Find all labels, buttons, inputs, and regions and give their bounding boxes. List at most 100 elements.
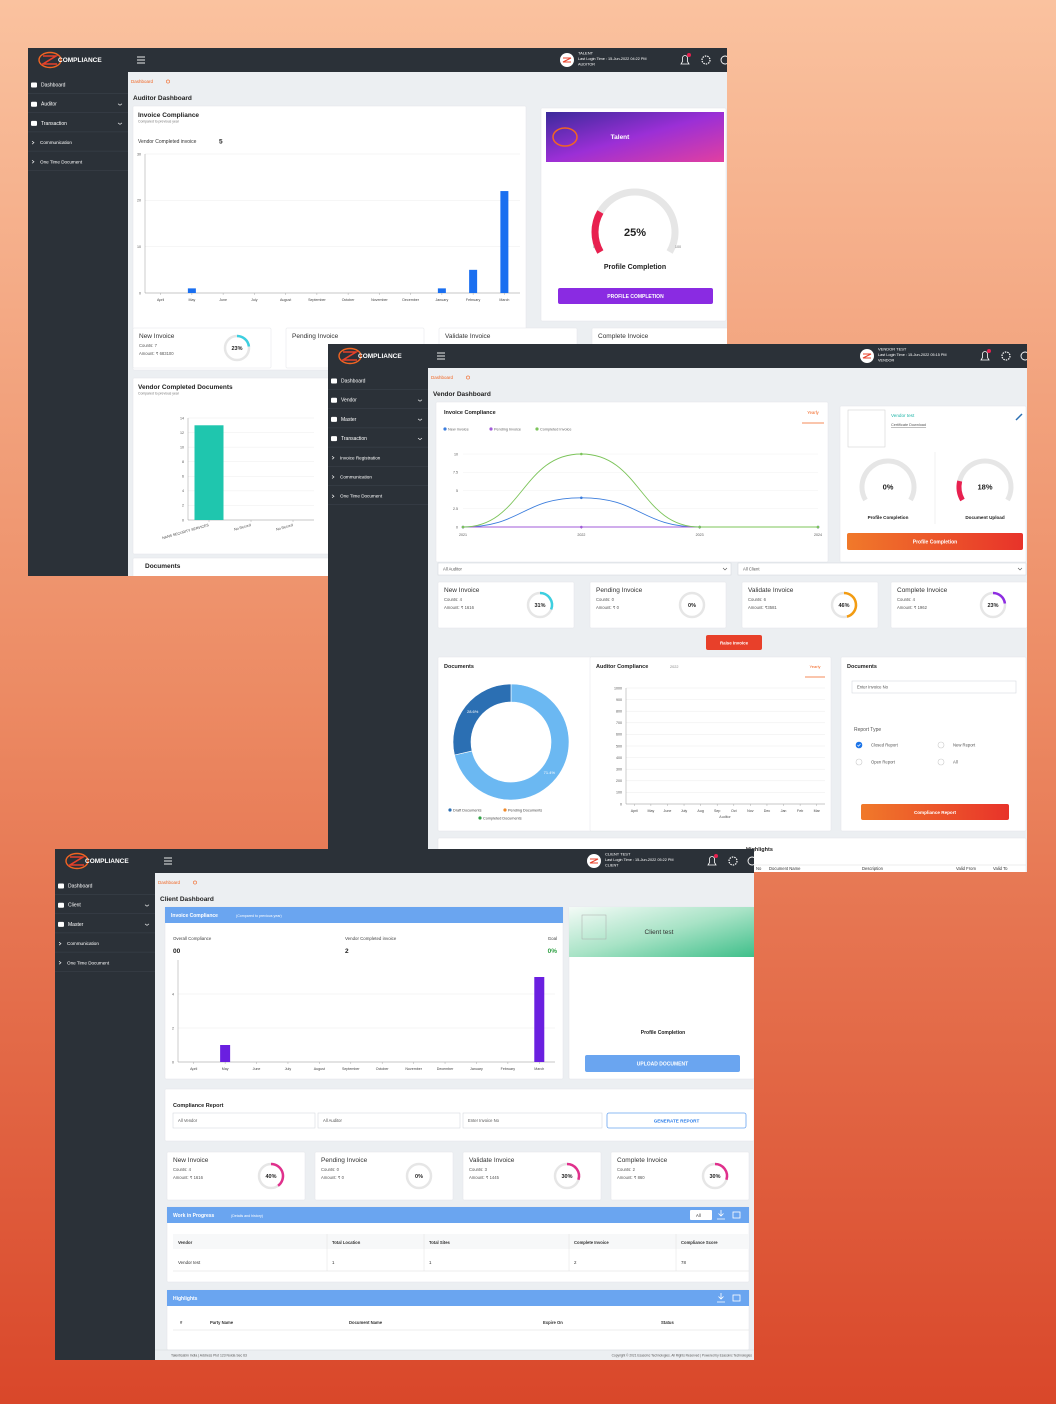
bar xyxy=(469,269,478,293)
button-label[interactable]: Raise Invoice xyxy=(720,640,749,645)
radio[interactable] xyxy=(855,758,863,766)
notification-icon[interactable] xyxy=(980,351,990,361)
settings-icon[interactable] xyxy=(701,55,711,65)
menu-caret xyxy=(417,418,423,421)
input-text[interactable]: Enter Invoice No xyxy=(857,685,889,690)
menu-item[interactable]: Communication xyxy=(67,941,99,946)
power-icon[interactable] xyxy=(747,856,756,866)
menu-icon xyxy=(31,120,37,126)
notification-icon[interactable] xyxy=(680,55,690,65)
table-header: Party Name xyxy=(210,1320,234,1325)
radio-label[interactable]: Open Report xyxy=(871,760,896,765)
button[interactable] xyxy=(558,288,713,304)
report-field[interactable] xyxy=(317,1112,461,1129)
menu-item[interactable]: Master xyxy=(68,922,84,928)
certificate-link[interactable]: Certificate Download xyxy=(891,423,926,427)
donut-slice xyxy=(454,683,570,801)
input-text[interactable]: All Auditor xyxy=(323,1118,342,1123)
button-label[interactable]: GENERATE REPORT xyxy=(654,1118,700,1123)
print-icon[interactable] xyxy=(732,1211,741,1219)
filter-select[interactable] xyxy=(737,562,1027,576)
button-label[interactable]: Compliance Report xyxy=(914,810,957,815)
x-tick-label: April xyxy=(190,1067,197,1071)
radio[interactable] xyxy=(937,758,945,766)
input-text[interactable]: All Auditor xyxy=(443,567,462,572)
menu-item[interactable]: Vendor xyxy=(341,398,357,404)
download-icon[interactable] xyxy=(717,1210,725,1220)
menu-item[interactable]: One Time Document xyxy=(340,494,383,499)
gauge-value xyxy=(566,1162,581,1181)
stat-amount: Amount: ₹3581 xyxy=(748,605,777,610)
filter-select[interactable] xyxy=(690,1210,712,1220)
menu-caret xyxy=(117,103,123,106)
toggle[interactable]: Yearly xyxy=(810,664,821,669)
input-text[interactable]: All Vendor xyxy=(178,1118,198,1123)
settings-icon[interactable] xyxy=(1001,351,1011,361)
settings-icon[interactable] xyxy=(728,856,738,866)
avatar-logo xyxy=(562,57,572,63)
profile-banner xyxy=(569,907,754,957)
button-label[interactable]: UPLOAD DOCUMENT xyxy=(637,1061,688,1067)
radio[interactable] xyxy=(855,741,863,749)
invoice-input[interactable] xyxy=(851,680,1017,694)
menu-item[interactable]: Client xyxy=(68,903,81,909)
y-tick-label: 0 xyxy=(182,518,184,522)
button[interactable] xyxy=(861,804,1009,820)
menu-item[interactable]: One Time Document xyxy=(67,960,110,965)
x-tick-label: March xyxy=(499,298,509,302)
button[interactable] xyxy=(606,1112,747,1129)
download-icon[interactable] xyxy=(717,1293,725,1303)
bar xyxy=(187,288,196,293)
x-tick-label: October xyxy=(376,1067,390,1071)
menu-caret xyxy=(144,923,150,926)
notification-icon[interactable] xyxy=(707,856,717,866)
menu-item[interactable]: Master xyxy=(341,417,357,423)
report-field[interactable] xyxy=(462,1112,603,1129)
button[interactable] xyxy=(585,1055,740,1072)
metric-value: 0% xyxy=(548,948,558,955)
menu-item[interactable]: Dashboard xyxy=(341,379,366,385)
menu-caret xyxy=(144,904,150,907)
x-tick-label: No Record xyxy=(234,523,252,532)
menu-item[interactable]: Communication xyxy=(40,140,72,145)
bar xyxy=(500,191,509,293)
filter-select[interactable] xyxy=(437,562,732,576)
x-tick-label: Mar xyxy=(814,809,821,813)
x-tick-label: 2023 xyxy=(696,533,704,537)
menu-item[interactable]: Dashboard xyxy=(68,884,93,890)
radio-label[interactable]: All xyxy=(953,760,958,765)
button[interactable] xyxy=(706,635,762,650)
menu-item[interactable]: Communication xyxy=(340,475,372,480)
power-icon[interactable] xyxy=(720,55,729,65)
stat-amount: Amount: ₹ 0 xyxy=(596,605,620,610)
toggle[interactable]: Yearly xyxy=(807,410,819,415)
stat-amount: Amount: ₹ 860 xyxy=(617,1175,645,1180)
menu-item[interactable]: Transaction xyxy=(41,121,67,127)
input-text[interactable]: Enter Invoice No xyxy=(468,1118,500,1123)
print-icon[interactable] xyxy=(732,1294,741,1302)
vendor-card xyxy=(839,405,1027,563)
user-name: VENDOR TEST xyxy=(878,347,907,352)
button[interactable] xyxy=(847,533,1023,550)
menu-item[interactable]: Transaction xyxy=(341,436,367,442)
power-icon[interactable] xyxy=(1020,351,1029,361)
y-tick-label: 100 xyxy=(616,791,622,795)
menu-item[interactable]: Auditor xyxy=(41,102,57,108)
filter-text[interactable]: All xyxy=(696,1213,701,1218)
button-label[interactable]: PROFILE COMPLETION xyxy=(607,294,664,300)
input-text[interactable]: All Client xyxy=(743,567,760,572)
report-field[interactable] xyxy=(172,1112,316,1129)
menu-item[interactable]: Dashboard xyxy=(41,83,66,89)
menu-item[interactable]: One Time Document xyxy=(40,159,83,164)
gauge-label: 31% xyxy=(534,603,545,609)
gauge-min: 0 xyxy=(593,245,595,249)
table-header: Description xyxy=(862,866,884,871)
menu-item[interactable]: Invoice Registration xyxy=(340,455,381,460)
radio-label[interactable]: Closed Report xyxy=(871,743,899,748)
radio-label[interactable]: New Report xyxy=(953,743,976,748)
button-label[interactable]: Profile Completion xyxy=(913,539,957,545)
radio[interactable] xyxy=(937,741,945,749)
edit-icon[interactable] xyxy=(1015,413,1023,421)
metric-label: Overall Compliance xyxy=(173,936,212,941)
card-title: Documents xyxy=(145,563,181,570)
